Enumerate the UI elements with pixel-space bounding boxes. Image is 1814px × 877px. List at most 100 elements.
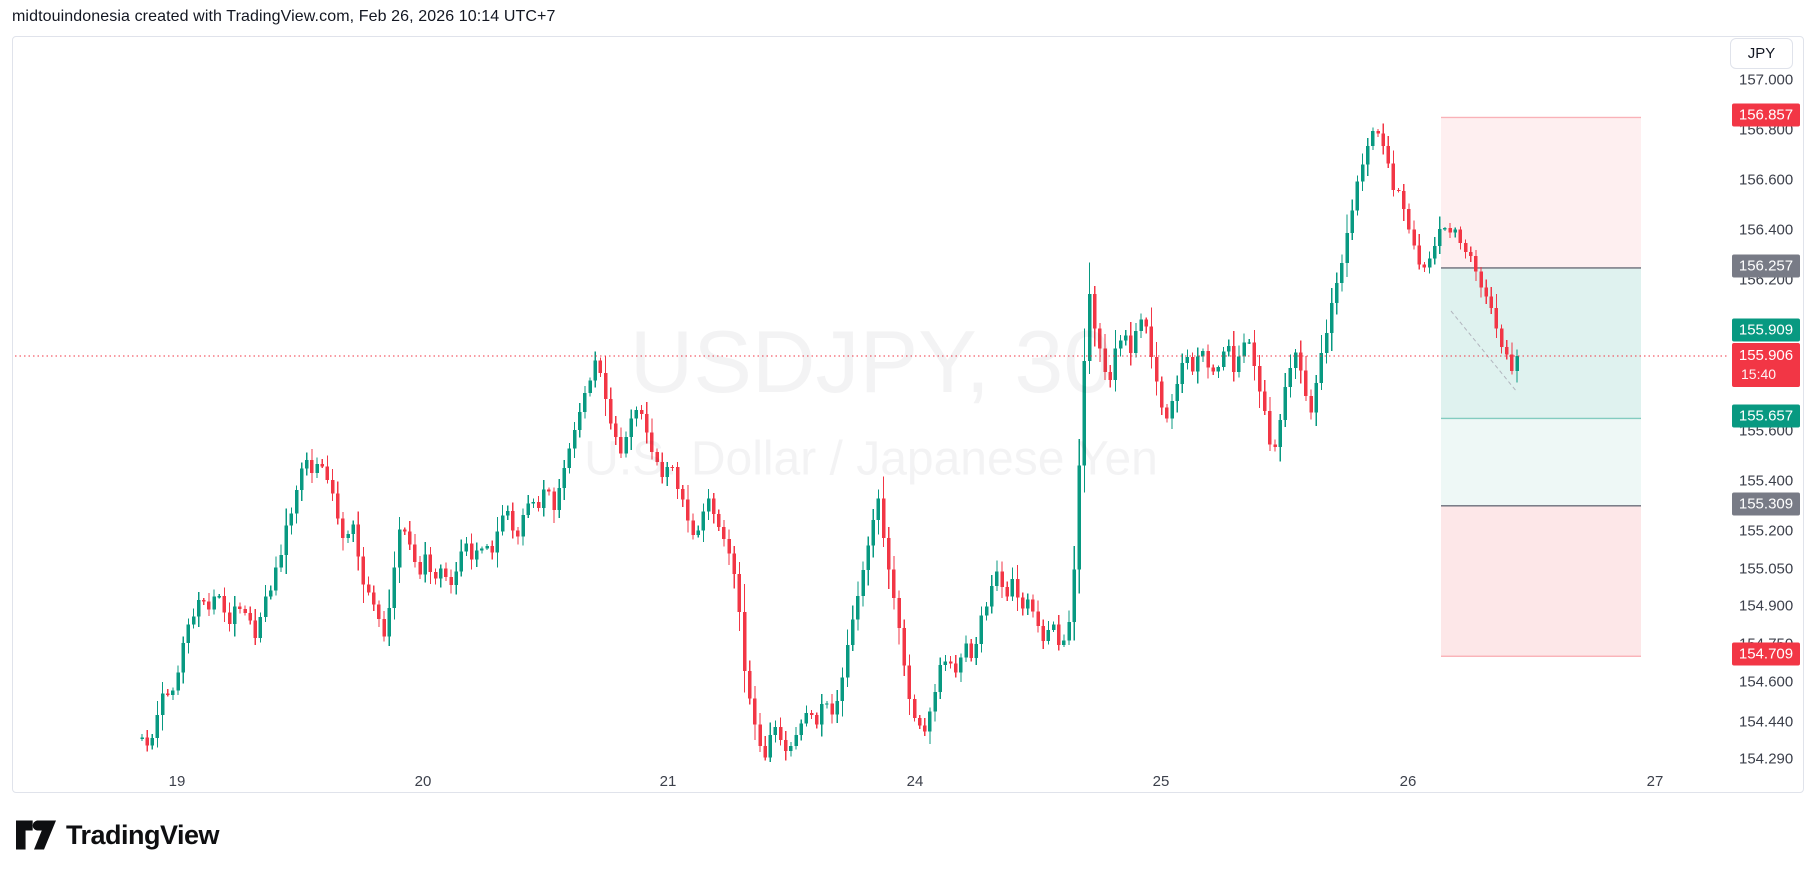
candle-body	[1262, 391, 1267, 411]
candle-body	[670, 466, 675, 468]
price-axis[interactable]: 157.000 156.800 156.600 156.400 156.200 155.6…	[1727, 37, 1805, 792]
tradingview-logo[interactable]: TradingView	[16, 818, 220, 852]
candle-body	[356, 524, 361, 557]
candle-body	[1407, 208, 1411, 230]
dashed-trend-segment[interactable]	[1450, 310, 1518, 393]
candle-body	[892, 569, 896, 599]
candle-body	[1232, 345, 1236, 372]
day-label-24: 24	[906, 773, 924, 790]
candle-body	[990, 586, 994, 607]
long-stop-price-label[interactable]: 154.709	[1732, 642, 1800, 666]
candle-body	[145, 737, 149, 746]
take-profit-price-label[interactable]: 155.657	[1732, 404, 1800, 428]
candle-wick	[167, 688, 169, 697]
candle-body	[1299, 352, 1303, 371]
price-tick: 157.000	[1739, 71, 1794, 89]
last-price-label[interactable]: 155.906 15:40	[1732, 343, 1800, 387]
candle-wick	[826, 700, 828, 709]
candle-body	[1273, 444, 1277, 447]
price-tick: 154.900	[1739, 597, 1794, 615]
candle-body	[1438, 228, 1442, 247]
candle-body	[140, 737, 144, 739]
candlestick-chart[interactable]	[15, 39, 1727, 791]
candle-wick	[1063, 634, 1065, 647]
candle-body	[217, 596, 221, 598]
price-tick: 155.200	[1739, 522, 1794, 540]
candle-wick	[203, 598, 205, 605]
candle-body	[330, 480, 335, 494]
candle-body	[1134, 330, 1138, 354]
long-stop-zone[interactable]	[1441, 505, 1641, 657]
candle-body	[366, 584, 371, 593]
candle-body	[274, 567, 278, 591]
candle-body	[1510, 354, 1514, 372]
candle-body	[840, 677, 845, 702]
candle-body	[933, 692, 937, 712]
candle-body	[310, 459, 314, 474]
candle-body	[186, 624, 191, 643]
chart-panel: USDJPY, 30 U.S. Dollar / Japanese Yen JP…	[12, 36, 1804, 793]
candle-body	[423, 554, 427, 575]
candle-body	[536, 502, 541, 509]
candle-body	[763, 746, 767, 758]
day-label-19: 19	[168, 773, 186, 790]
candle-body	[603, 372, 608, 400]
candle-body	[572, 429, 577, 449]
candle-body	[1046, 630, 1051, 642]
candle-body	[1340, 262, 1344, 283]
candle-body	[742, 612, 747, 671]
candle-body	[660, 461, 664, 478]
candle-body	[969, 643, 973, 659]
short-profit-zone[interactable]	[1441, 267, 1641, 419]
candle-body	[1309, 395, 1313, 413]
candle-body	[835, 701, 839, 715]
time-axis[interactable]: 19 20 21 24 25 26 27	[15, 773, 1727, 793]
candle-body	[227, 612, 232, 625]
bid-price-label[interactable]: 155.909	[1732, 318, 1800, 342]
candle-body	[912, 698, 917, 719]
candles	[140, 123, 1519, 762]
candle-body	[299, 468, 304, 490]
candle-body	[1350, 210, 1354, 233]
candle-body	[289, 513, 294, 526]
candle-body	[1020, 597, 1025, 609]
candle-body	[1453, 229, 1457, 233]
candle-body	[1087, 293, 1092, 362]
short-stop-zone[interactable]	[1441, 117, 1641, 268]
candle-body	[361, 556, 366, 585]
candle-body	[747, 670, 752, 699]
candle-body	[232, 606, 237, 625]
long-entry-price-label[interactable]: 155.309	[1732, 492, 1800, 516]
candle-body	[1185, 356, 1190, 364]
candle-body	[861, 570, 865, 596]
candle-body	[706, 498, 711, 512]
candle-body	[1329, 302, 1334, 334]
candle-body	[732, 553, 736, 574]
attribution-text: midtouindonesia created with TradingView…	[12, 8, 556, 25]
candle-body	[207, 601, 211, 610]
candle-body	[1242, 342, 1246, 357]
candle-body	[279, 554, 283, 568]
candle-body	[681, 488, 685, 500]
candle-body	[196, 599, 201, 617]
candle-body	[480, 548, 484, 551]
candle-body	[1257, 365, 1262, 392]
candle-body	[505, 511, 510, 516]
candle-body	[269, 590, 273, 597]
candle-body	[531, 502, 536, 504]
candle-body	[1113, 348, 1118, 380]
candle-body	[1422, 264, 1427, 268]
candle-body	[943, 661, 948, 666]
currency-unit-button[interactable]: JPY	[1730, 38, 1793, 69]
candle-body	[650, 432, 654, 452]
short-entry-price-label[interactable]: 156.257	[1732, 254, 1800, 278]
candle-body	[1371, 130, 1375, 146]
candle-body	[717, 513, 721, 528]
price-tick: 156.400	[1739, 221, 1794, 239]
candle-body	[567, 448, 572, 468]
long-profit-zone[interactable]	[1441, 418, 1641, 506]
candle-body	[1376, 130, 1380, 134]
candle-body	[1268, 410, 1272, 445]
short-stop-price-label[interactable]: 156.857	[1732, 103, 1800, 127]
